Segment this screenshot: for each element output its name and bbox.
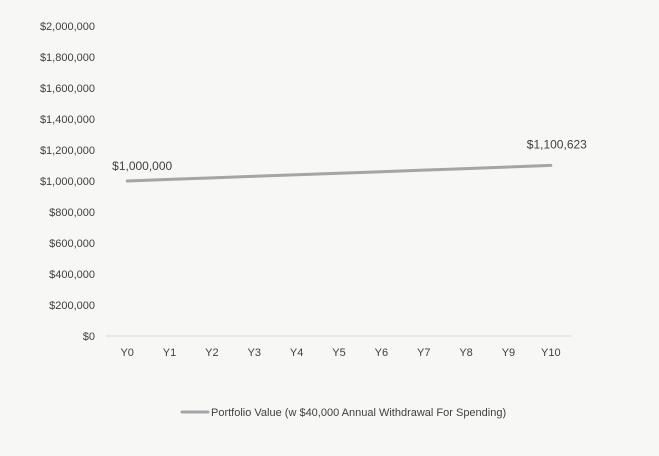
x-tick-label: Y3 xyxy=(248,347,261,359)
x-tick-label: Y0 xyxy=(120,347,133,359)
y-tick-label: $1,600,000 xyxy=(40,83,95,95)
data-label: $1,100,623 xyxy=(527,137,587,151)
data-label: $1,000,000 xyxy=(112,159,172,173)
data-labels: $1,000,000 $1,100,623 xyxy=(112,137,587,173)
x-tick-label: Y5 xyxy=(332,347,345,359)
x-axis: Y0 Y1 Y2 Y3 Y4 Y5 Y6 Y7 Y8 Y9 Y10 xyxy=(120,347,560,359)
y-tick-label: $0 xyxy=(83,331,95,343)
y-tick-label: $600,000 xyxy=(49,238,95,250)
y-tick-label: $1,400,000 xyxy=(40,114,95,126)
legend[interactable]: Portfolio Value (w $40,000 Annual Withdr… xyxy=(180,407,506,419)
series-lines xyxy=(125,163,553,183)
y-axis: $0 $200,000 $400,000 $600,000 $800,000 $1,000… xyxy=(40,21,95,343)
y-tick-label: $800,000 xyxy=(49,207,95,219)
y-tick-label: $1,200,000 xyxy=(40,145,95,157)
x-tick-label: Y8 xyxy=(459,347,472,359)
x-tick-label: Y2 xyxy=(205,347,218,359)
x-tick-label: Y7 xyxy=(417,347,430,359)
x-tick-label: Y1 xyxy=(163,347,176,359)
y-tick-label: $400,000 xyxy=(49,269,95,281)
y-tick-label: $200,000 xyxy=(49,300,95,312)
y-tick-label: $1,800,000 xyxy=(40,52,95,64)
series-line xyxy=(125,163,553,183)
x-tick-label: Y4 xyxy=(290,347,303,359)
x-tick-label: Y9 xyxy=(502,347,515,359)
x-tick-label: Y6 xyxy=(375,347,388,359)
y-tick-label: $2,000,000 xyxy=(40,21,95,33)
y-tick-label: $1,000,000 xyxy=(40,176,95,188)
legend-label: Portfolio Value (w $40,000 Annual Withdr… xyxy=(211,407,506,419)
x-tick-label: Y10 xyxy=(541,347,561,359)
